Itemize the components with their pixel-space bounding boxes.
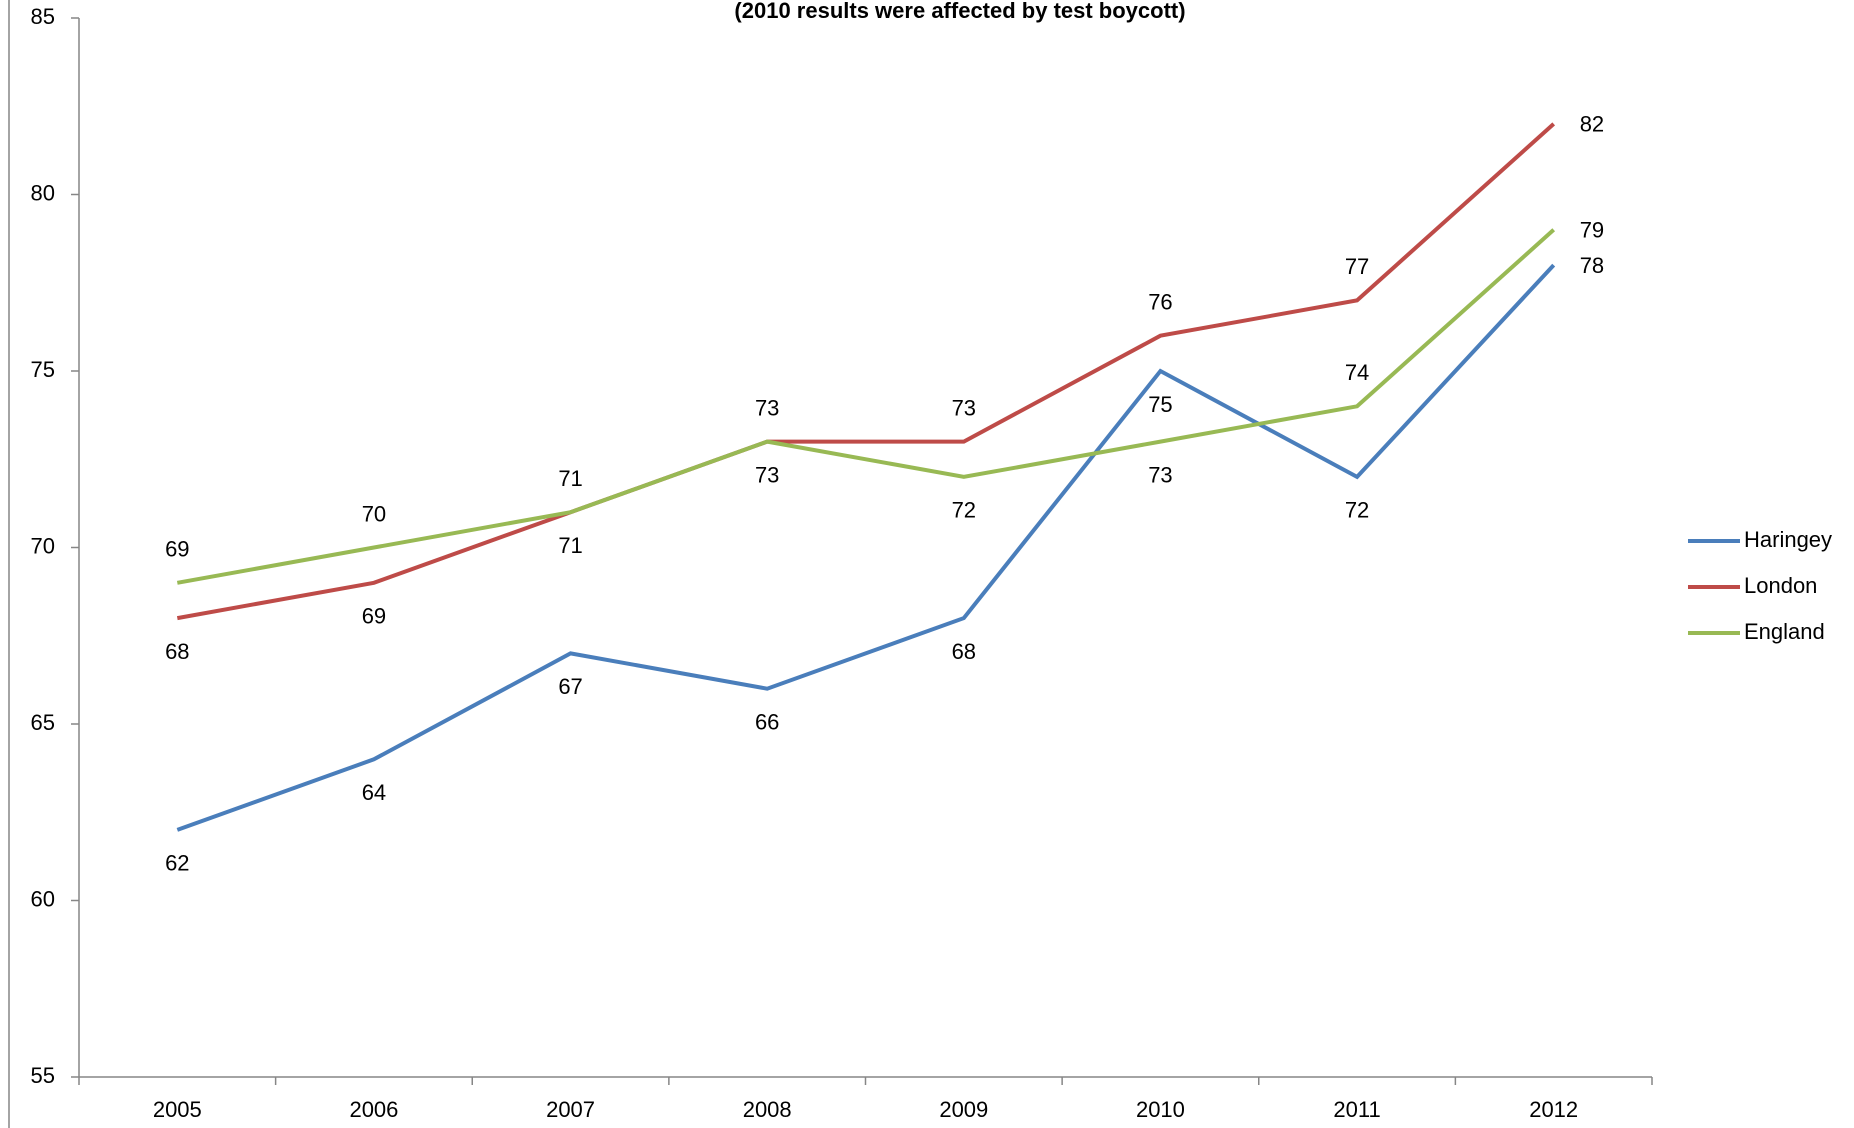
data-label: 68 [165,639,189,664]
x-tick-label: 2006 [349,1097,398,1122]
legend-label: Haringey [1744,527,1832,552]
data-label: 82 [1580,112,1604,137]
data-label: 67 [558,674,582,699]
data-label: 72 [1345,498,1369,523]
x-tick-label: 2010 [1136,1097,1185,1122]
data-label: 66 [755,710,779,735]
data-label: 74 [1345,360,1369,385]
legend-label: England [1744,619,1825,644]
data-label: 76 [1148,290,1172,315]
data-label: 79 [1580,218,1604,243]
data-label: 73 [1148,462,1172,487]
data-label: 71 [558,533,582,558]
data-label: 71 [558,466,582,491]
x-tick-label: 2008 [743,1097,792,1122]
data-label: 64 [362,780,386,805]
data-label: 69 [165,537,189,562]
data-label: 75 [1148,392,1172,417]
data-label: 77 [1345,254,1369,279]
data-label: 68 [952,639,976,664]
x-tick-label: 2012 [1529,1097,1578,1122]
x-tick-label: 2005 [153,1097,202,1122]
data-label: 69 [362,604,386,629]
data-label: 78 [1580,253,1604,278]
series-line [176,263,1556,832]
x-tick-label: 2011 [1333,1097,1380,1122]
y-tick-label: 65 [31,710,55,735]
x-tick-label: 2009 [939,1097,988,1122]
data-label: 70 [362,501,386,526]
y-tick-label: 85 [31,4,55,29]
y-tick-label: 80 [31,180,55,205]
y-tick-label: 60 [31,886,55,911]
data-label: 62 [165,851,189,876]
y-tick-label: 70 [31,533,55,558]
data-label: 73 [755,462,779,487]
y-tick-label: 55 [31,1063,55,1088]
data-label: 72 [952,498,976,523]
data-label: 73 [755,395,779,420]
data-label: 73 [952,395,976,420]
y-tick-label: 75 [31,357,55,382]
x-tick-label: 2007 [546,1097,595,1122]
legend-label: London [1744,573,1817,598]
series-line [176,122,1556,621]
series-line [176,228,1556,585]
chart-subtitle: (2010 results were affected by test boyc… [734,0,1185,23]
